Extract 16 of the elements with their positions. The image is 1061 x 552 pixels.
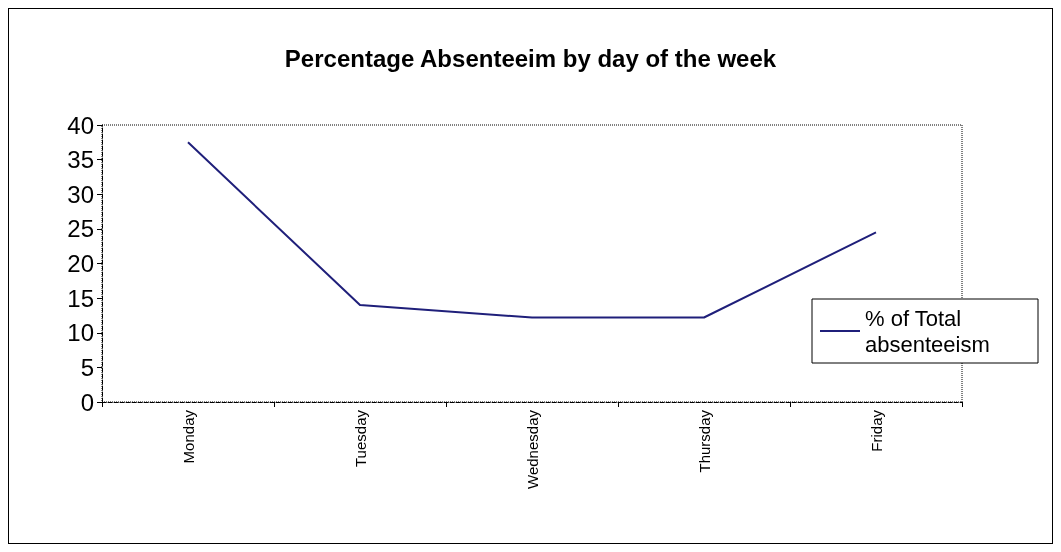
x-tick-label: Monday [179, 409, 197, 464]
y-tick-label: 15 [67, 284, 94, 312]
y-tick-label: 25 [67, 215, 94, 243]
x-tick-label: Friday [867, 409, 885, 452]
y-tick-label: 30 [67, 180, 94, 208]
y-tick-label: 20 [67, 250, 94, 277]
x-tick-label: Wednesday [523, 409, 541, 489]
x-tick-label: Thursday [695, 409, 713, 473]
legend-label: % of Total absenteeism [865, 305, 990, 357]
y-tick-label: 35 [67, 146, 94, 174]
y-tick-label: 10 [67, 319, 94, 347]
y-tick-label: 0 [80, 388, 94, 416]
chart-title: Percentage Absenteeim by day of the week [284, 44, 777, 72]
x-tick-label: Tuesday [351, 409, 369, 467]
y-tick-label: 5 [80, 353, 94, 381]
y-tick-label: 40 [67, 111, 94, 139]
